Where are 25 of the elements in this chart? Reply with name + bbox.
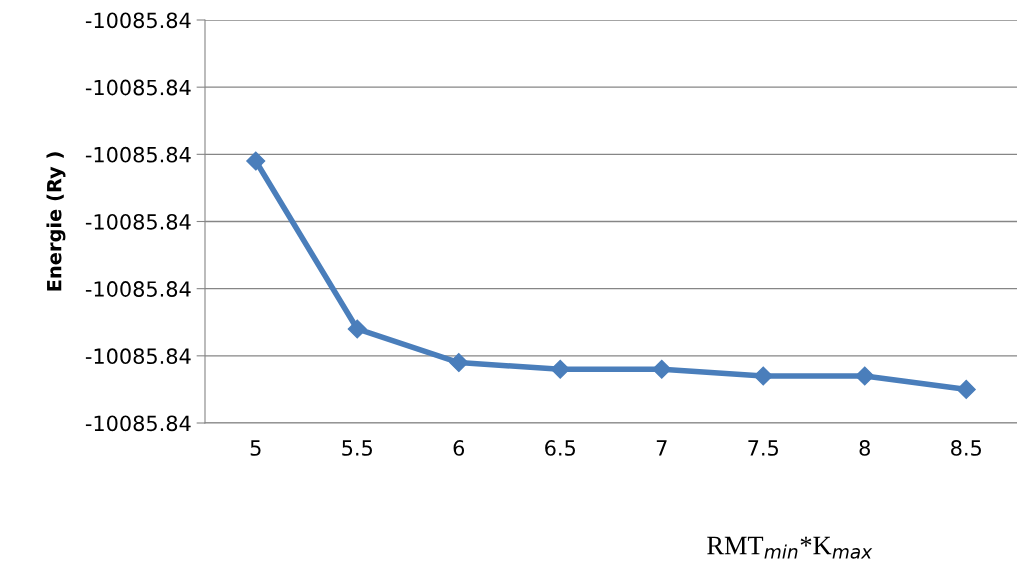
x-tick-label: 5.5 xyxy=(342,440,372,456)
x-tick-label: 5 xyxy=(250,440,261,456)
y-tick-label: -10085.84 xyxy=(85,146,191,163)
point xyxy=(956,379,976,399)
y-tick-label: -10085.84 xyxy=(85,281,191,297)
y-tick-label: -10085.84 xyxy=(85,348,191,365)
point xyxy=(246,151,266,171)
point xyxy=(855,366,875,386)
point xyxy=(652,359,672,379)
point xyxy=(449,353,469,373)
x-tick-label: 7 xyxy=(656,440,667,456)
x-tick-label: 6 xyxy=(453,440,465,456)
x-tick-label: 6.5 xyxy=(545,440,575,456)
x-axis-title: RMT$_{min}$*K$_{max}$ xyxy=(707,536,873,559)
y-tick-label: -10085.84 xyxy=(85,415,191,432)
y-tick-label: -10085.84 xyxy=(85,79,191,96)
x-tick-label: 8 xyxy=(859,440,870,456)
y-tick-label: -10085.84 xyxy=(85,12,191,29)
y-axis-title: Energie (Ry ) xyxy=(46,152,66,291)
point xyxy=(753,366,773,386)
point xyxy=(347,319,367,339)
y-tick-label: -10085.84 xyxy=(85,213,191,230)
point xyxy=(550,359,570,379)
x-tick-label: 7.5 xyxy=(748,440,778,456)
x-tick-label: 8.5 xyxy=(951,440,981,456)
